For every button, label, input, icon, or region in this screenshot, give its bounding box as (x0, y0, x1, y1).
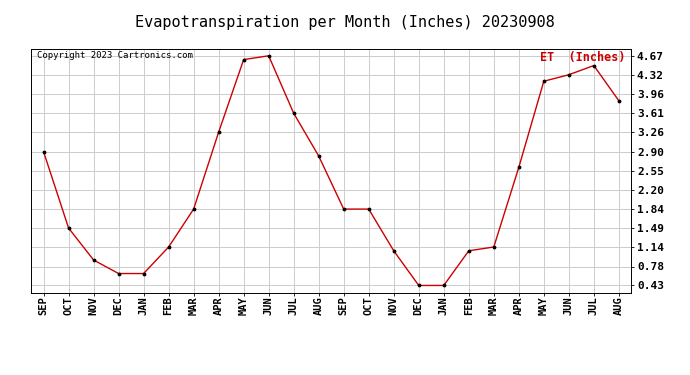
Text: Evapotranspiration per Month (Inches) 20230908: Evapotranspiration per Month (Inches) 20… (135, 15, 555, 30)
Text: ET  (Inches): ET (Inches) (540, 51, 625, 64)
Text: Copyright 2023 Cartronics.com: Copyright 2023 Cartronics.com (37, 51, 193, 60)
